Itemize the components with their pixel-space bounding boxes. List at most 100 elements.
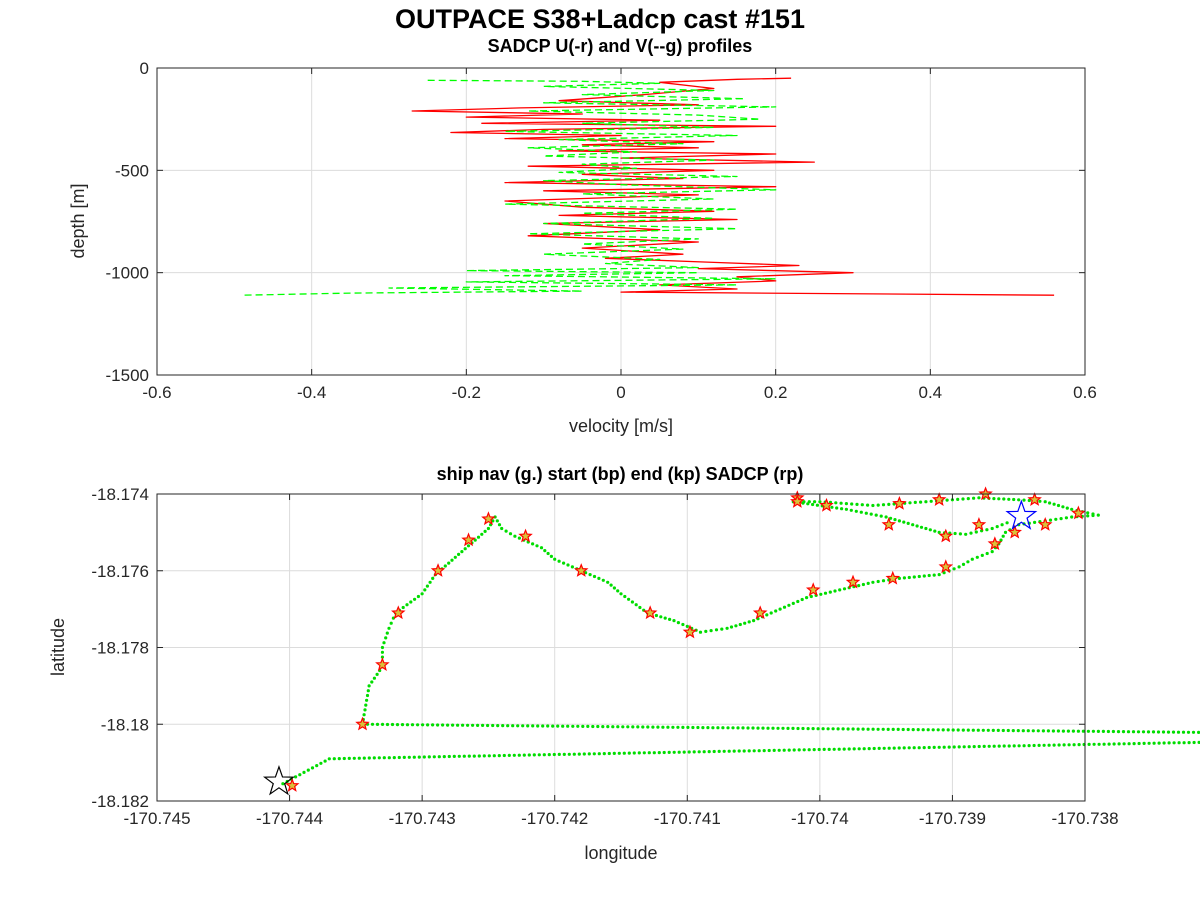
nav-dot [577, 752, 581, 756]
nav-dot [566, 724, 570, 728]
sadcp-star [642, 605, 658, 620]
nav-dot [915, 524, 919, 528]
nav-dot [543, 549, 547, 553]
nav-dot [407, 755, 411, 759]
nav-dot [859, 510, 863, 514]
nav-x-tick-label: -170.744 [256, 809, 323, 828]
nav-dot [844, 507, 849, 511]
nav-dot [401, 605, 405, 610]
nav-dot [631, 725, 635, 729]
profile-y-tick-label: -1500 [106, 366, 149, 385]
nav-dot [782, 605, 787, 609]
nav-dot [864, 511, 868, 515]
nav-dot [1097, 742, 1101, 746]
nav-dot [937, 530, 941, 535]
nav-dot [833, 589, 837, 593]
nav-dot [1197, 740, 1200, 744]
nav-dot [947, 745, 951, 749]
nav-dot [992, 744, 996, 748]
nav-dot [782, 748, 786, 752]
sadcp-star [461, 532, 476, 547]
nav-dot [819, 592, 823, 596]
profile-x-ticks: -0.6 -0.4 -0.2 0 0.2 0.4 0.6 [142, 68, 1097, 402]
nav-dot [1033, 520, 1037, 525]
nav-dot [587, 752, 591, 756]
nav-dot [387, 756, 391, 760]
nav-dot [696, 725, 700, 730]
nav-dot [876, 727, 880, 731]
nav-dot [1065, 506, 1069, 510]
nav-dot [1086, 729, 1090, 733]
profile-y-ticks: 0 -500 -1000 -1500 [106, 59, 1085, 385]
start-end-markers [262, 499, 1038, 796]
nav-dot [1061, 505, 1065, 509]
nav-dot [942, 571, 946, 575]
nav-dot [476, 535, 481, 539]
nav-dot [687, 750, 691, 754]
nav-dot [1141, 730, 1146, 734]
nav-dot [1091, 729, 1095, 733]
nav-dot [385, 631, 389, 635]
ship-nav-panel: ship nav (g.) start (bp) end (kp) SADCP … [48, 464, 1200, 863]
nav-dot [1038, 499, 1042, 503]
nav-dot [937, 573, 941, 577]
nav-dot [672, 750, 676, 754]
nav-dot [911, 523, 915, 527]
sadcp-star [1027, 492, 1042, 506]
nav-dot [811, 727, 815, 731]
nav-dot [1166, 730, 1171, 734]
nav-x-ticks: -170.745 -170.744 -170.743 -170.742 -170.741… [123, 494, 1119, 828]
nav-dot [1106, 729, 1110, 734]
nav-dot [800, 597, 804, 602]
nav-y-tick-label: -18.178 [91, 639, 149, 658]
nav-dot [852, 747, 856, 751]
nav-dot [451, 723, 455, 727]
nav-dot [536, 724, 540, 728]
nav-dot [971, 728, 975, 732]
nav-track [281, 496, 1200, 786]
nav-dot [966, 560, 970, 564]
nav-dot [953, 531, 957, 536]
nav-dot [919, 500, 923, 504]
nav-dot [891, 727, 895, 732]
start-marker-star [1005, 499, 1038, 530]
nav-dot [972, 496, 976, 500]
nav-dot [481, 723, 485, 728]
nav-dot [917, 746, 921, 750]
nav-dot [462, 754, 466, 758]
nav-dot [871, 503, 875, 508]
nav-dot [987, 744, 991, 748]
nav-dot [931, 728, 935, 732]
nav-dot [839, 501, 843, 505]
nav-dot [281, 782, 285, 786]
nav-dot [1036, 729, 1040, 733]
nav-dot [951, 728, 955, 732]
nav-dot [741, 726, 745, 730]
nav-dot [487, 754, 491, 758]
nav-dot [801, 501, 805, 505]
nav-dot [616, 725, 620, 729]
nav-dot [854, 509, 858, 513]
nav-dot [926, 728, 930, 732]
nav-dot [332, 757, 336, 761]
nav-dot [964, 532, 968, 536]
sadcp-star [518, 528, 533, 543]
nav-dot [1071, 729, 1075, 733]
nav-dot [622, 751, 626, 755]
nav-dot [765, 613, 769, 617]
nav-dot [761, 726, 765, 730]
nav-dot [1007, 744, 1011, 748]
nav-dot [477, 754, 481, 758]
nav-dot [860, 503, 864, 507]
nav-dot [472, 754, 476, 758]
nav-dot [416, 723, 420, 727]
nav-dot [364, 703, 368, 707]
nav-dot [453, 555, 457, 559]
nav-dot [507, 753, 511, 758]
nav-dot [937, 745, 941, 749]
sadcp-star [481, 511, 496, 526]
nav-dot [1072, 743, 1076, 747]
nav-dot [432, 755, 436, 759]
nav-dot [1086, 514, 1090, 518]
nav-dot [927, 745, 931, 750]
